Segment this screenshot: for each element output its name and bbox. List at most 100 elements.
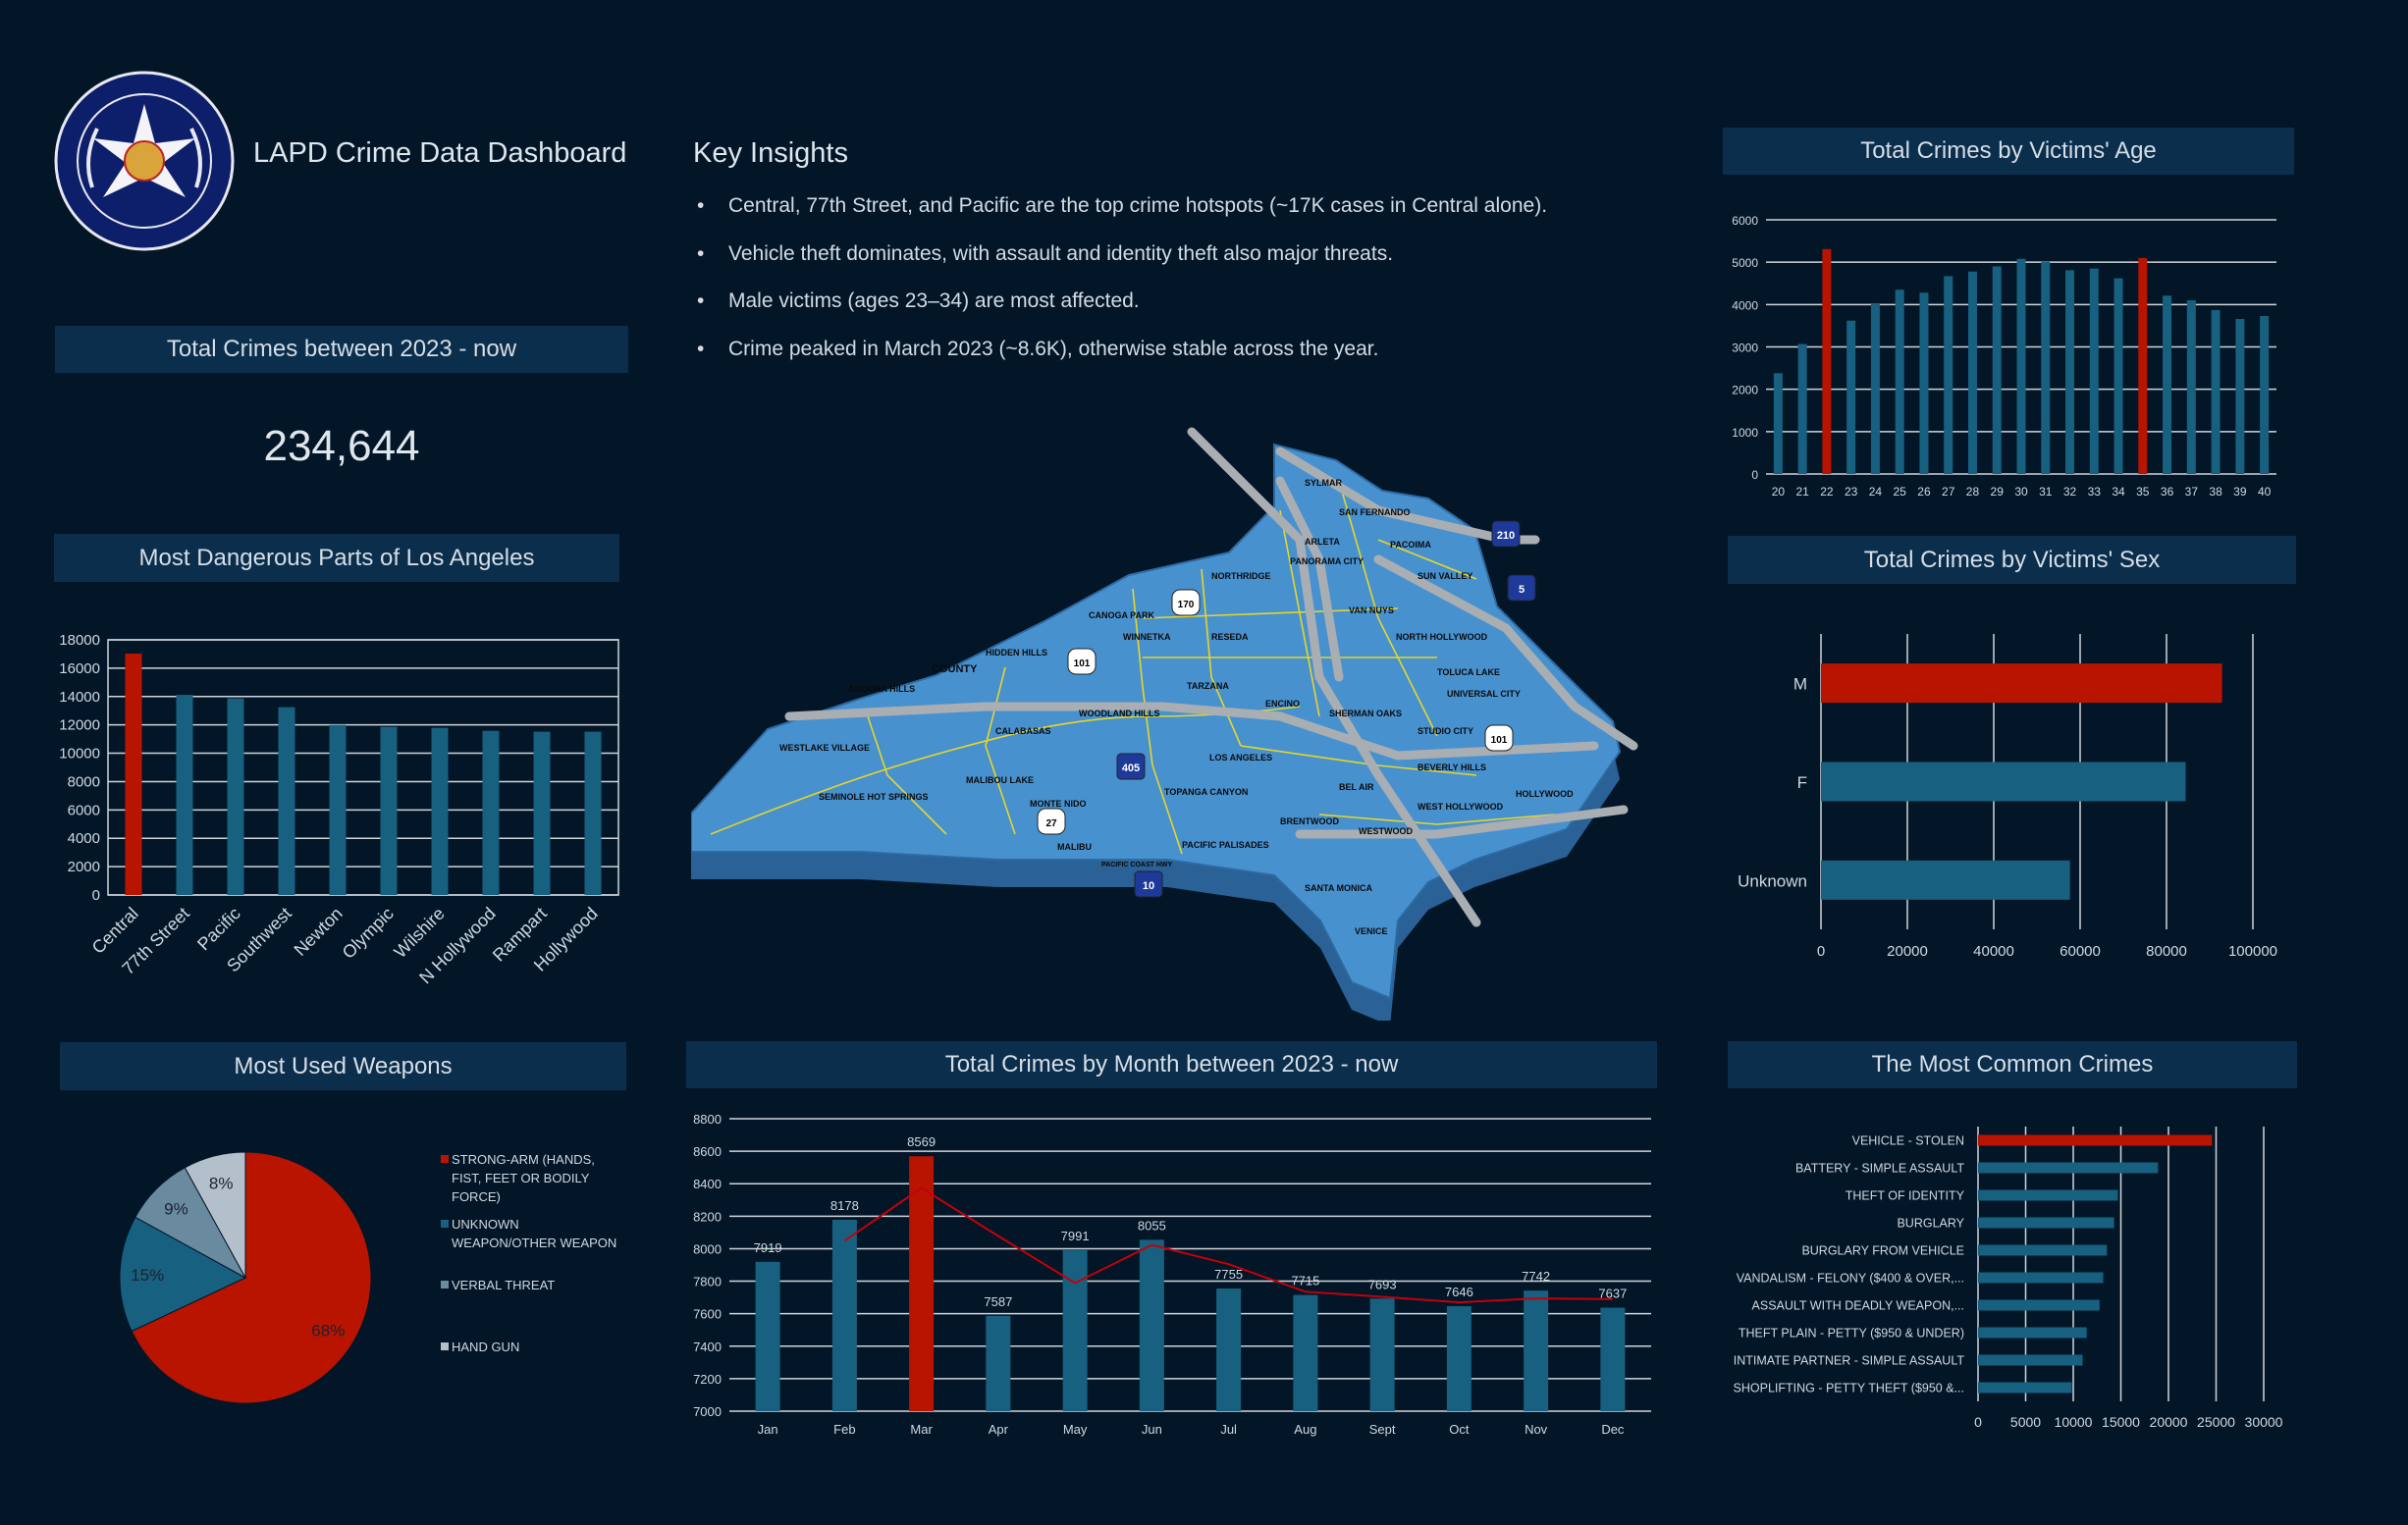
- y-tick-label: 7400: [693, 1340, 722, 1354]
- x-tick-label: 27: [1942, 485, 1955, 499]
- x-tick-label: 38: [2209, 485, 2222, 499]
- insights-list: • Central, 77th Street, and Pacific are t…: [693, 194, 1704, 385]
- y-tick-label: 2000: [68, 859, 100, 875]
- map-label: SUN VALLEY: [1418, 571, 1472, 581]
- insight-item: • Male victims (ages 23–34) are most affe…: [697, 289, 1140, 312]
- x-tick-label: 31: [2039, 485, 2053, 499]
- y-tick-label: 8000: [693, 1241, 722, 1256]
- y-tick-label: 8800: [693, 1112, 722, 1127]
- insight-item: • Crime peaked in March 2023 (~8.6K), oth…: [697, 337, 1379, 360]
- data-label: 7919: [754, 1240, 782, 1255]
- x-tick-label: 40000: [1973, 943, 2014, 960]
- x-tick-label: 0: [1974, 1414, 1982, 1430]
- data-label: 8178: [830, 1198, 859, 1213]
- bar: [1822, 248, 1832, 474]
- map-labels: SYLMAR SAN FERNANDO PACOIMA ARLETA PANOR…: [779, 478, 1574, 936]
- bar: [1978, 1189, 2118, 1201]
- legend-swatch: [441, 1220, 449, 1228]
- x-tick-label: 24: [1869, 485, 1883, 499]
- x-tick-label: Jul: [1220, 1422, 1237, 1437]
- bar: [125, 654, 142, 895]
- data-label: 8055: [1138, 1218, 1166, 1233]
- x-tick-label: Jun: [1142, 1422, 1162, 1437]
- map-highway-shields: 210 5 101 101 405 10 170 27: [1037, 520, 1536, 898]
- data-label: 7742: [1522, 1269, 1550, 1284]
- data-label: 7991: [1061, 1229, 1090, 1243]
- total-crimes-header: Total Crimes between 2023 - now: [55, 326, 628, 373]
- bar: [2235, 319, 2245, 474]
- highway-shield-icon: [1134, 870, 1163, 898]
- map-label: SEMINOLE HOT SPRINGS: [819, 792, 929, 802]
- x-tick-label: 36: [2161, 485, 2174, 499]
- x-tick-label: Pacific: [193, 904, 244, 955]
- x-tick-label: 40: [2258, 485, 2272, 499]
- pie-label: 15%: [131, 1266, 164, 1285]
- trendline: [843, 1186, 1613, 1304]
- bar: [831, 1219, 857, 1411]
- x-tick-label: 60000: [2060, 943, 2101, 960]
- map-label: LOS ANGELES: [1209, 753, 1272, 762]
- map-label: WINNETKA: [1123, 632, 1171, 642]
- key-insights-title: Key Insights: [693, 137, 848, 169]
- los-angeles-map: SYLMAR SAN FERNANDO PACOIMA ARLETA PANOR…: [691, 427, 1638, 1021]
- highway-shield-number: 405: [1122, 762, 1140, 774]
- bar: [1446, 1306, 1472, 1411]
- pie-label: 9%: [164, 1199, 188, 1218]
- legend-swatch: [441, 1155, 449, 1163]
- pie-label: 8%: [209, 1174, 234, 1192]
- y-tick-label: 7600: [693, 1307, 722, 1322]
- bar: [1870, 303, 1880, 474]
- y-tick-label: 7000: [693, 1404, 722, 1419]
- crimes-chart: 0 5000 10000 15000 20000 25000 30000 VEHICLE - …: [1734, 1127, 2283, 1430]
- map-land: [691, 443, 1622, 1000]
- data-label: 8569: [907, 1134, 936, 1149]
- bar: [533, 731, 551, 895]
- map-label: BEL AIR: [1339, 782, 1374, 792]
- y-tick-label: 6000: [68, 802, 100, 818]
- y-tick-label: VEHICLE - STOLEN: [1852, 1133, 1964, 1147]
- legend-label: STRONG-ARM (HANDS, FIST, FEET OR BODILY …: [452, 1152, 595, 1204]
- y-tick-label: THEFT OF IDENTITY: [1846, 1188, 1965, 1202]
- highway-shield-number: 27: [1045, 818, 1057, 829]
- month-chart: 7000 7200 7400 7600 7800 8000 8200 8400 8600 8800…: [693, 1112, 1651, 1437]
- highway-shield-icon: [1116, 753, 1146, 780]
- legend-swatch: [441, 1281, 449, 1288]
- x-tick-label: May: [1063, 1422, 1088, 1437]
- bar: [1846, 320, 1856, 474]
- map-label: NORTHRIDGE: [1211, 571, 1271, 581]
- weapons-chart: 68% 15% 9% 8% STRONG-ARM (HANDS, FIST, FEET …: [119, 1151, 616, 1404]
- highway-shield-icon: [1507, 574, 1536, 602]
- dashboard-title: LAPD Crime Data Dashboard: [253, 137, 627, 169]
- x-tick-label: Newton: [291, 904, 347, 960]
- x-tick-label: 20000: [2150, 1414, 2188, 1430]
- map-label: TOLUCA LAKE: [1437, 667, 1500, 677]
- data-label: 7646: [1445, 1285, 1473, 1299]
- x-tick-label: Aug: [1294, 1422, 1316, 1437]
- x-tick-label: 29: [1991, 485, 2005, 499]
- map-label: WEST HOLLYWOOD: [1418, 802, 1504, 812]
- y-tick-label: SHOPLIFTING - PETTY THEFT ($950 &...: [1734, 1381, 1964, 1394]
- y-tick-label: BURGLARY: [1897, 1216, 1964, 1230]
- y-tick-label: 16000: [59, 660, 100, 677]
- bar: [1978, 1217, 2114, 1229]
- x-tick-label: 30000: [2245, 1414, 2283, 1430]
- bar: [482, 730, 500, 895]
- lapd-seal-icon: [54, 71, 235, 251]
- legend-label: HAND GUNHAND GUN: [452, 1340, 519, 1354]
- highway-shield-icon: [1491, 520, 1521, 548]
- highway-shield-icon: [1484, 724, 1514, 752]
- y-tick-label: BATTERY - SIMPLE ASSAULT: [1795, 1161, 1964, 1175]
- y-tick-label: 12000: [59, 717, 100, 734]
- bar: [1797, 343, 1807, 474]
- y-tick-label: 14000: [59, 689, 100, 706]
- data-label: 7587: [984, 1294, 1012, 1309]
- map-label: STUDIO CITY: [1418, 726, 1473, 736]
- bar: [1216, 1288, 1242, 1411]
- x-tick-label: 30: [2014, 485, 2028, 499]
- y-tick-label: 18000: [59, 632, 100, 649]
- highway-shield-number: 101: [1491, 735, 1508, 746]
- bar: [1978, 1134, 2213, 1146]
- map-label: CALABASAS: [995, 726, 1051, 736]
- bar: [1978, 1162, 2159, 1174]
- map-label: VAN NUYS: [1349, 605, 1394, 615]
